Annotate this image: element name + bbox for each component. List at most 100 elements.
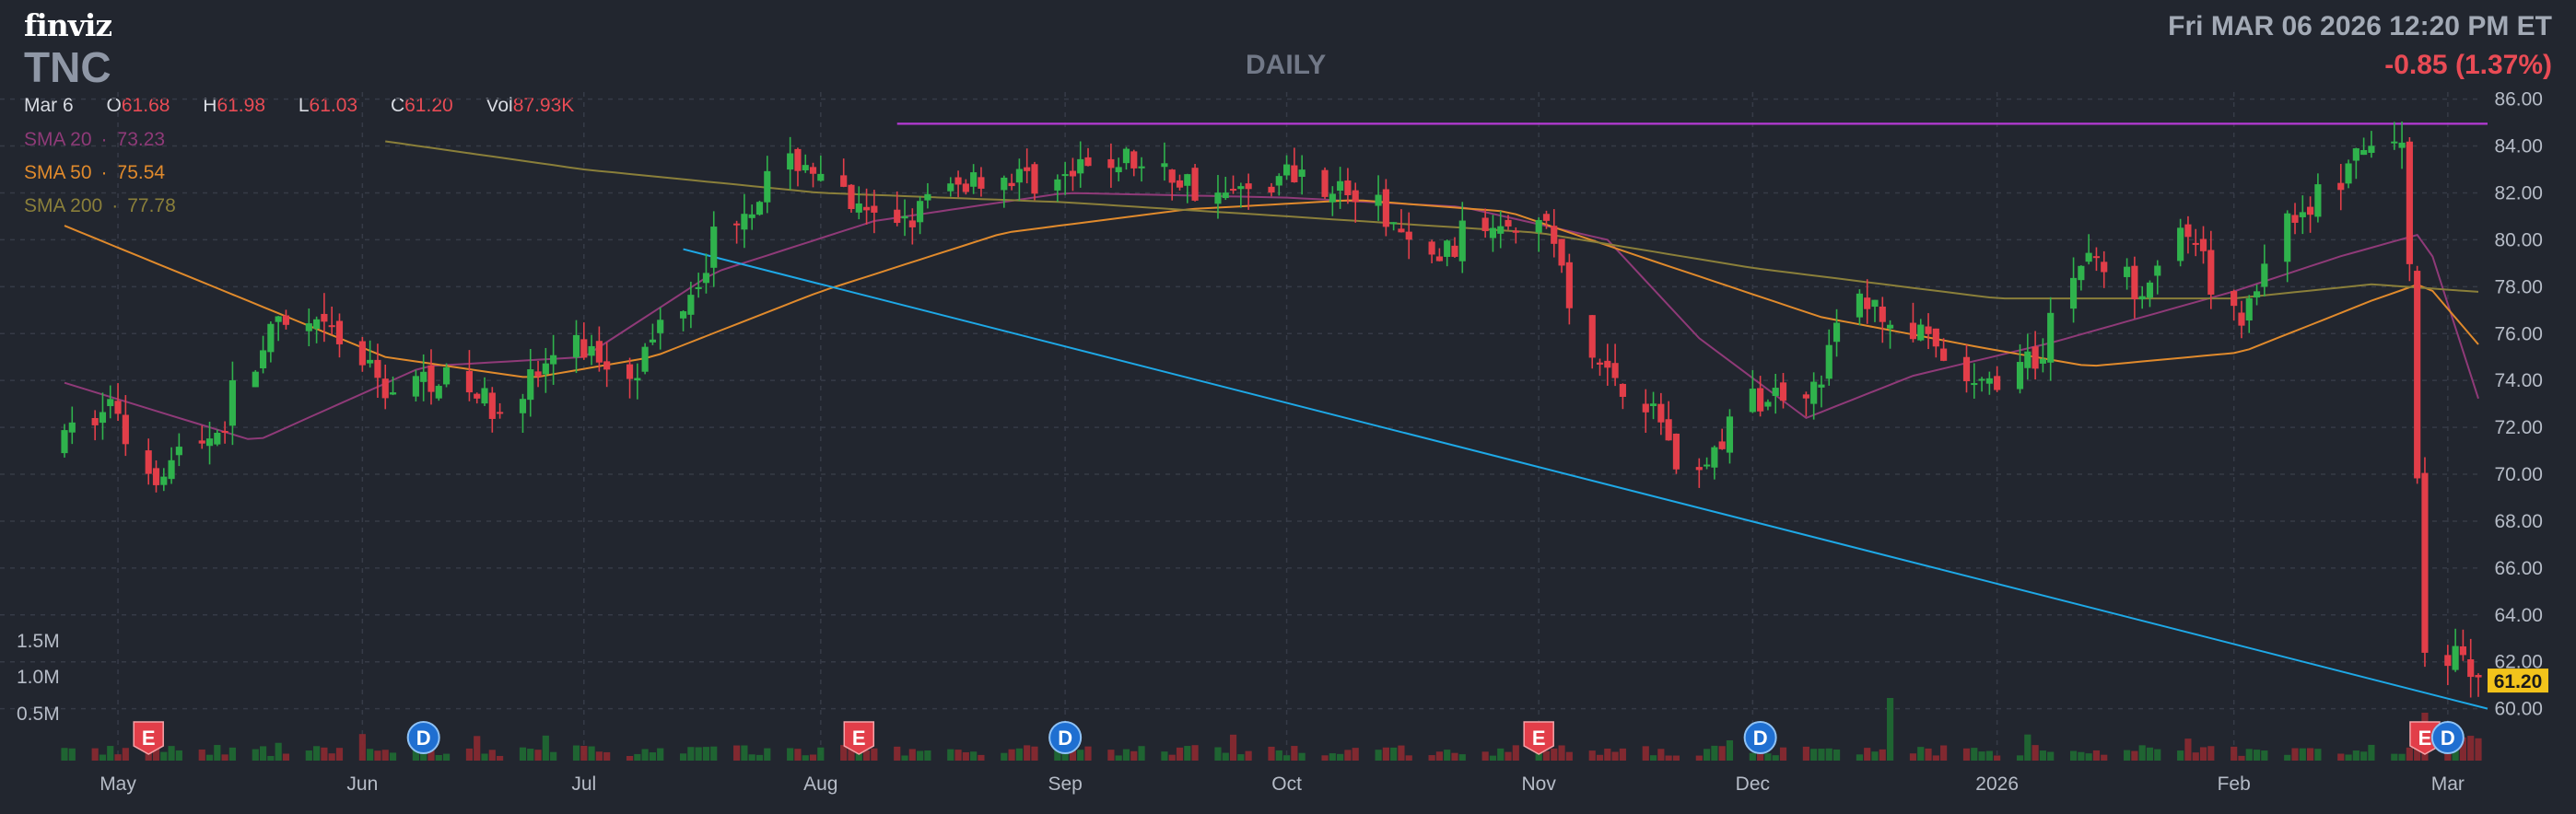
candle-body xyxy=(107,399,114,407)
candle-body xyxy=(1818,384,1825,388)
finviz-logo[interactable]: finviz xyxy=(24,7,112,43)
candle-body xyxy=(221,430,228,433)
candle-body xyxy=(228,379,236,426)
earnings-marker[interactable]: E xyxy=(843,721,875,755)
volume-bar xyxy=(755,754,764,761)
dividend-marker[interactable]: D xyxy=(2430,721,2465,754)
y-tick-label: 66.00 xyxy=(2494,558,2543,579)
dividend-marker[interactable]: D xyxy=(1743,721,1777,754)
volume-bar xyxy=(2085,753,2092,761)
volume-bar xyxy=(1405,755,1412,761)
volume-bar xyxy=(1971,748,1978,761)
volume-bar xyxy=(1665,755,1672,761)
volume-bar xyxy=(1642,746,1649,761)
candle-body xyxy=(794,148,802,171)
candle-body xyxy=(1015,169,1023,183)
volume-bar xyxy=(1191,745,1199,761)
earnings-marker[interactable]: E xyxy=(2409,721,2441,755)
candle-body xyxy=(2253,291,2261,298)
volume-bar xyxy=(1390,747,1398,761)
volume-value: 87.93K xyxy=(512,95,575,116)
candle-body xyxy=(1864,297,1871,309)
candle-body xyxy=(809,167,817,174)
candle-body xyxy=(2238,312,2245,326)
y-tick-label: 64.00 xyxy=(2494,605,2543,626)
volume-bar xyxy=(954,750,962,761)
dividend-marker[interactable]: D xyxy=(1048,721,1083,754)
candle-body xyxy=(1672,433,1680,470)
volume-bar xyxy=(649,752,656,761)
volume-bar xyxy=(1649,755,1657,761)
candle-body xyxy=(657,320,664,333)
candle-body xyxy=(908,220,916,227)
sma20-label: SMA 20 xyxy=(24,129,92,150)
candle-body xyxy=(1130,151,1138,169)
candle-body xyxy=(1275,176,1282,186)
candle-body xyxy=(1779,382,1787,401)
sma50-value: 75.54 xyxy=(116,162,166,183)
candle-body xyxy=(1802,394,1809,399)
volume-bar xyxy=(1588,750,1596,761)
volume-bar xyxy=(1138,746,1145,761)
x-tick-label: 2026 xyxy=(1975,773,2019,795)
candle-body xyxy=(1435,256,1443,262)
volume-bar xyxy=(99,754,107,761)
volume-bar xyxy=(733,745,741,761)
high-value: 61.98 xyxy=(217,95,266,116)
candle-body xyxy=(497,412,504,414)
y-tick-label: 60.00 xyxy=(2494,699,2543,720)
earnings-marker[interactable]: E xyxy=(133,721,164,755)
candle-body xyxy=(1405,231,1412,240)
x-tick-label: Sep xyxy=(1048,773,1082,795)
volume-bar xyxy=(947,749,954,761)
sma50-sep: · xyxy=(100,162,108,183)
x-tick-label: May xyxy=(100,773,136,795)
candle-body xyxy=(1054,179,1061,191)
volume-bar xyxy=(61,748,68,761)
candle-body xyxy=(252,371,259,388)
volume-bar xyxy=(2299,748,2306,761)
candle-body xyxy=(2459,645,2466,656)
volume-bar xyxy=(1932,755,1939,761)
close-value: 61.20 xyxy=(404,95,453,116)
volume-bar xyxy=(497,755,504,761)
volume-bar xyxy=(1398,745,1405,761)
candle-body xyxy=(198,440,205,444)
volume-bar xyxy=(252,749,259,761)
candle-body xyxy=(894,209,901,224)
volume-bar xyxy=(970,751,978,761)
volume-bar xyxy=(2184,738,2192,761)
candle-body xyxy=(175,447,182,456)
x-tick-label: Oct xyxy=(1271,773,1302,795)
volume-bar xyxy=(374,750,381,761)
volume-bar xyxy=(2368,744,2375,761)
earnings-marker[interactable]: E xyxy=(1523,721,1554,755)
volume-bar xyxy=(114,754,122,761)
volume-bar xyxy=(1458,754,1466,761)
candle-body xyxy=(358,341,366,366)
candle-body xyxy=(817,173,825,181)
candle-body xyxy=(1214,192,1222,204)
volume-bar xyxy=(1015,748,1023,761)
volume-bar xyxy=(313,746,321,761)
candle-body xyxy=(1887,324,1894,329)
volume-bar xyxy=(1084,746,1092,761)
candle-body xyxy=(687,295,695,315)
volume-bar xyxy=(367,749,374,761)
dividend-marker[interactable]: D xyxy=(406,721,440,754)
candle-body xyxy=(1978,378,1985,381)
volume-bar xyxy=(145,750,152,761)
volume-bar xyxy=(2406,747,2413,761)
y-tick-label: 80.00 xyxy=(2494,229,2543,250)
volume-bar xyxy=(1704,749,1711,761)
volume-bar xyxy=(2284,754,2291,761)
volume-bar xyxy=(2253,750,2261,761)
candle-body xyxy=(2444,655,2452,667)
candle-body xyxy=(1962,356,1971,382)
candle-body xyxy=(1558,238,1565,266)
candle-body xyxy=(2337,182,2345,191)
volume-bar xyxy=(1994,755,2001,761)
volume-bar xyxy=(2475,738,2482,761)
volume-bar xyxy=(2352,750,2359,761)
